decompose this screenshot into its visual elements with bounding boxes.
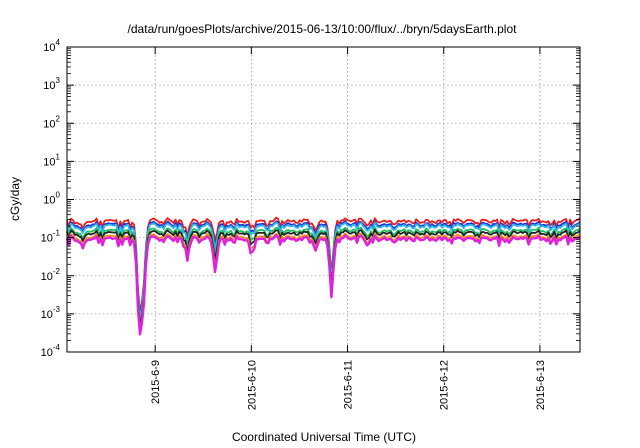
y-tick-label: 101 <box>43 152 60 168</box>
series-line <box>66 226 581 326</box>
series-lines <box>65 216 581 336</box>
y-tick-label: 103 <box>43 76 60 92</box>
y-tick-label: 104 <box>43 38 60 54</box>
y-tick-label: 10-4 <box>41 343 61 359</box>
series-line <box>66 228 581 329</box>
y-tick-label: 102 <box>43 114 60 130</box>
grid <box>67 47 580 352</box>
series-line <box>65 234 581 336</box>
x-tick-label: 2015-6-9 <box>150 360 162 404</box>
y-ticks: 10-4 10-3 10-2 10-1 100 101 102 103 104 <box>41 38 580 359</box>
x-tick-label: 2015-6-12 <box>439 360 451 410</box>
x-ticks: 2015-6-9 2015-6-10 2015-6-11 2015-6-12 2015-… <box>150 47 547 410</box>
series-line <box>66 232 581 333</box>
x-axis-label: Coordinated Universal Time (UTC) <box>232 430 416 444</box>
series-line <box>66 220 581 318</box>
series-line <box>66 216 581 314</box>
y-tick-label: 100 <box>43 191 60 207</box>
x-tick-label: 2015-6-13 <box>535 360 547 410</box>
series-line <box>66 221 581 320</box>
y-tick-label: 10-3 <box>41 305 61 321</box>
x-tick-label: 2015-6-11 <box>343 360 355 409</box>
y-tick-label: 10-2 <box>41 267 61 283</box>
chart-title: /data/run/goesPlots/archive/2015-06-13/1… <box>128 22 518 36</box>
y-tick-label: 10-1 <box>41 229 61 245</box>
x-tick-label: 2015-6-10 <box>246 360 258 410</box>
y-axis-label: cGy/day <box>8 177 22 221</box>
